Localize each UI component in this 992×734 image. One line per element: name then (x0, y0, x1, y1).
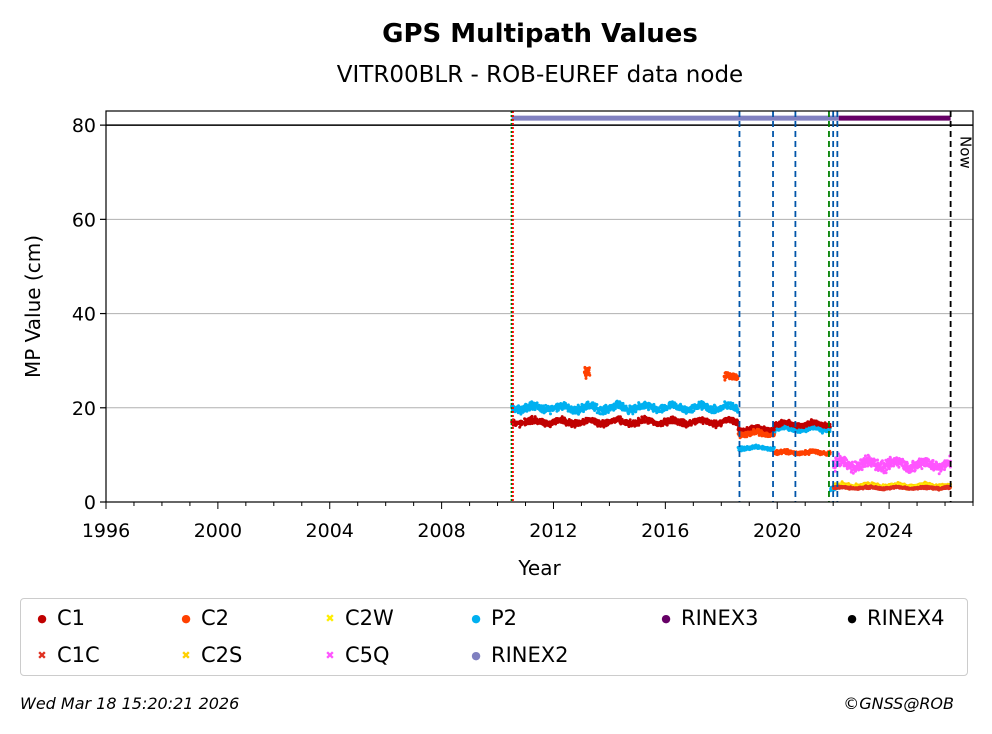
point-c1 (637, 423, 641, 427)
point-c1 (602, 425, 606, 429)
point-c1 (530, 414, 534, 418)
point-c1 (533, 415, 537, 419)
point-p2 (647, 408, 650, 412)
point-p2 (546, 404, 550, 408)
point-c5q (931, 459, 935, 462)
point-c5q (920, 467, 924, 471)
point-p2 (556, 408, 560, 412)
point-c5q (876, 458, 879, 462)
point-c1 (560, 415, 564, 419)
series-p2 (510, 399, 841, 493)
point-c5q (833, 469, 837, 473)
point-c1 (665, 423, 669, 427)
series-c1 (510, 414, 832, 435)
point-c5q (884, 471, 888, 475)
point-c2 (587, 366, 591, 370)
point-p2 (692, 409, 696, 413)
point-c1 (772, 428, 776, 432)
point-p2 (595, 403, 599, 406)
point-p2 (613, 407, 617, 411)
point-p2 (535, 401, 539, 405)
point-c5q (927, 458, 931, 462)
point-c5q (863, 464, 867, 468)
point-p2 (736, 410, 740, 414)
point-c5q (885, 468, 889, 472)
chart-title: GPS Multipath Values (382, 19, 698, 49)
point-c2 (723, 378, 727, 382)
point-p2 (606, 411, 610, 414)
point-p2 (619, 401, 623, 405)
point-c2 (588, 373, 592, 377)
point-c5q (850, 460, 854, 464)
point-p2 (519, 412, 523, 416)
point-c5q (860, 468, 864, 472)
point-c5q (913, 468, 917, 472)
point-c1 (618, 415, 622, 419)
point-c5q (851, 471, 855, 475)
point-p2 (674, 402, 678, 406)
point-c5q (880, 459, 884, 463)
point-p2 (634, 410, 638, 414)
point-p2 (621, 401, 625, 405)
point-p2 (723, 400, 727, 404)
point-c1 (628, 418, 632, 422)
point-p2 (533, 408, 537, 412)
point-p2 (549, 412, 552, 416)
point-c5q (937, 472, 941, 476)
series-c5q (831, 452, 952, 476)
point-c2 (584, 376, 588, 380)
point-p2 (586, 400, 590, 404)
point-p2 (525, 409, 529, 413)
point-p2 (631, 412, 635, 416)
point-c5q (887, 467, 891, 471)
multipath-chart: GPS Multipath Values VITR00BLR - ROB-EURE… (21, 19, 975, 580)
chart-subtitle: VITR00BLR - ROB-EUREF data node (337, 62, 743, 88)
point-p2 (736, 408, 740, 412)
point-c1 (528, 422, 532, 426)
point-c5q (897, 465, 901, 469)
point-c5q (905, 462, 909, 466)
data-series (510, 365, 953, 493)
